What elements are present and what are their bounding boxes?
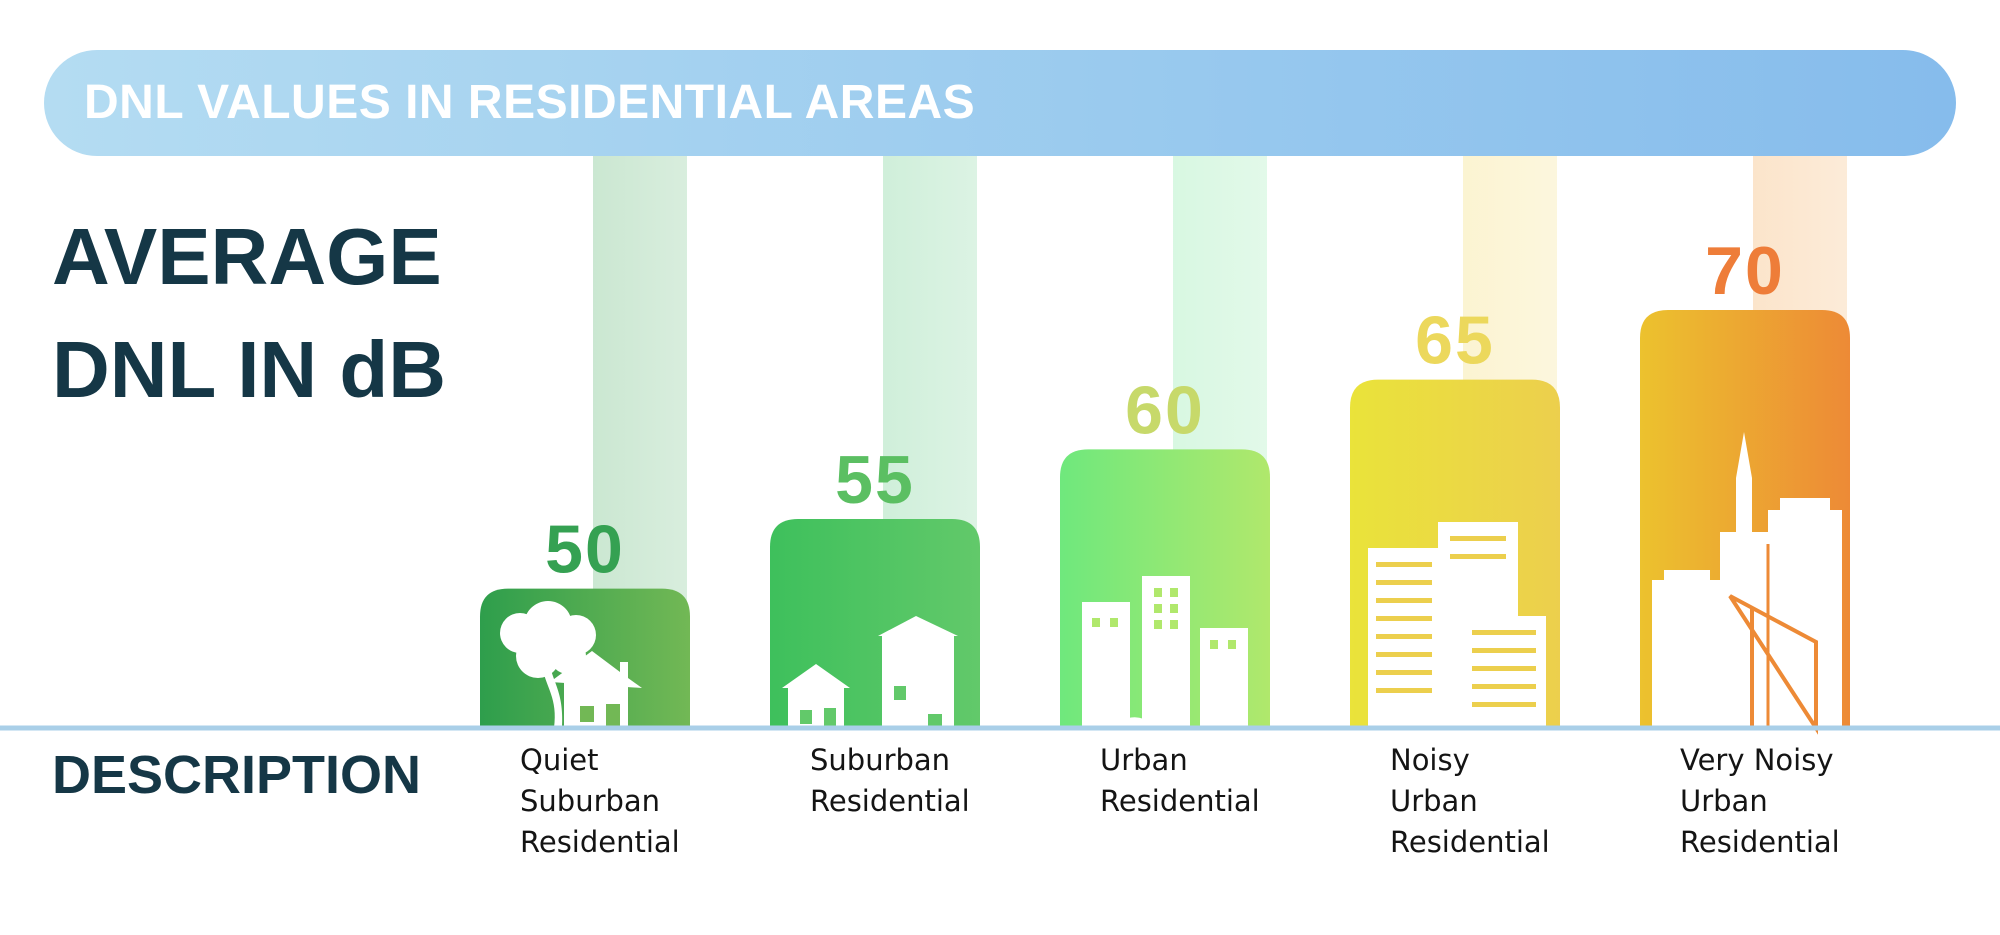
category-label-line: Urban — [1390, 784, 1478, 818]
category-label-2: Suburban Residential — [810, 740, 1050, 822]
category-label-line: Suburban — [520, 784, 661, 818]
category-label-line: Residential — [810, 784, 970, 818]
data-label-4: 65 — [1415, 303, 1495, 379]
tree-and-house-icon — [500, 601, 642, 728]
x-axis-label: DESCRIPTION — [52, 745, 422, 805]
category-label-line: Residential — [1680, 825, 1840, 859]
data-label-5: 70 — [1705, 233, 1785, 309]
category-label-line: Residential — [520, 825, 680, 859]
category-label-line: Noisy — [1390, 743, 1470, 777]
category-label-line: Suburban — [810, 743, 951, 777]
category-label-4: Noisy Urban Residential — [1390, 740, 1630, 863]
category-label-line: Residential — [1390, 825, 1550, 859]
skyscrapers-icon — [1652, 432, 1842, 735]
y-axis-label-line-2: DNL IN dB — [52, 325, 447, 414]
category-label-line: Urban — [1680, 784, 1768, 818]
two-houses-icon — [782, 616, 958, 728]
category-label-5: Very Noisy Urban Residential — [1680, 740, 1920, 863]
office-buildings-icon — [1368, 522, 1546, 728]
category-label-line: Urban — [1100, 743, 1188, 777]
category-label-1: Quiet Suburban Residential — [520, 740, 760, 863]
y-axis-label-line-1: AVERAGE — [52, 212, 442, 301]
category-label-line: Residential — [1100, 784, 1260, 818]
data-label-2: 55 — [835, 442, 915, 518]
chart-title: DNL VALUES IN RESIDENTIAL AREAS — [84, 76, 976, 129]
data-label-1: 50 — [545, 512, 625, 588]
category-label-3: Urban Residential — [1100, 740, 1340, 822]
data-label-3: 60 — [1125, 372, 1205, 448]
category-label-line: Very Noisy — [1680, 743, 1834, 777]
category-label-line: Quiet — [520, 743, 599, 777]
city-buildings-icon — [1080, 576, 1248, 728]
title-banner — [44, 50, 1956, 156]
